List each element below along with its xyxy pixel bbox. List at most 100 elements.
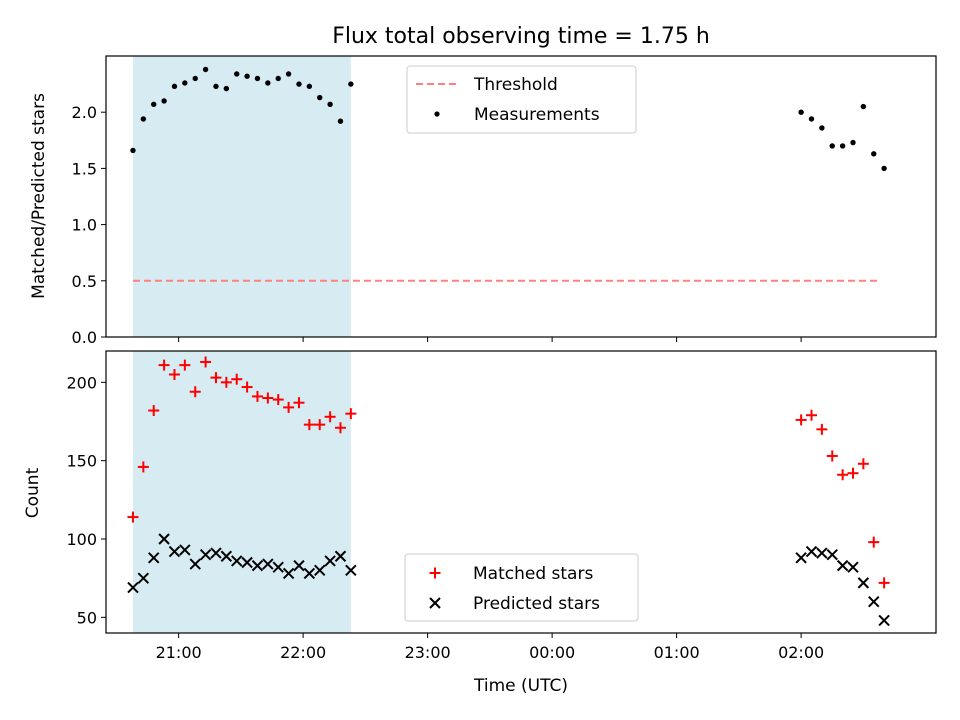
measurement-point [244, 73, 250, 79]
measurement-point [140, 116, 147, 122]
predicted-star-point [314, 564, 326, 577]
predicted-star-point [231, 555, 243, 567]
predicted-star-point [293, 559, 305, 572]
predicted-star-point [847, 561, 859, 573]
measurement-point [798, 109, 804, 115]
matched-star-point [837, 469, 849, 481]
measurement-point [881, 165, 887, 172]
predicted-star-point [345, 564, 357, 577]
measurement-point [234, 71, 240, 77]
legend-matched-label: Matched stars [473, 564, 593, 584]
bottom-y-tick-label: 100 [66, 530, 97, 549]
legend-matched-swatch [429, 567, 441, 579]
matched-star-point [283, 401, 295, 413]
matched-star-point [878, 577, 890, 589]
matched-star-point [826, 450, 838, 462]
bottom-y-tick-label: 200 [66, 373, 97, 392]
predicted-star-point [189, 558, 201, 570]
matched-star-point [231, 373, 243, 385]
predicted-star-point [137, 572, 150, 584]
measurement-point [337, 118, 344, 124]
matched-star-point [251, 390, 263, 402]
predicted-star-point [334, 550, 347, 562]
predicted-star-point [795, 552, 807, 564]
legend-measurements-swatch [434, 111, 440, 117]
measurement-point [829, 143, 835, 149]
matched-star-point [847, 467, 859, 479]
measurement-point [808, 116, 815, 122]
measurement-point [860, 103, 867, 110]
x-tick-label: 00:00 [529, 643, 575, 662]
predicted-star-point [158, 533, 170, 545]
predicted-star-point [241, 556, 253, 569]
matched-star-point [158, 359, 170, 371]
predicted-star-point [220, 550, 233, 562]
measurement-point [327, 101, 333, 108]
predicted-star-point [805, 545, 818, 558]
top-plot-frame [105, 55, 937, 338]
measurement-point [839, 143, 846, 149]
predicted-star-point [251, 559, 264, 572]
matched-star-point [148, 405, 160, 417]
matched-star-point [262, 392, 274, 404]
measurement-point [850, 139, 856, 146]
measurement-point [317, 94, 323, 101]
legend-measurements-label: Measurements [474, 105, 600, 125]
bottom-plot-frame [105, 350, 937, 634]
measurement-point [182, 80, 188, 86]
predicted-star-point [282, 567, 295, 580]
predicted-star-point [836, 559, 849, 572]
matched-star-point [137, 461, 149, 473]
predicted-star-point [857, 577, 870, 589]
legend-predicted-swatch [429, 597, 441, 609]
matched-star-point [314, 419, 326, 431]
matched-star-point [241, 381, 253, 393]
x-tick-label: 02:00 [778, 643, 824, 662]
bottom-y-axis-label: Count [23, 467, 43, 518]
bottom-y-tick-label: 150 [66, 452, 97, 471]
predicted-star-point [816, 547, 828, 559]
matched-star-point [868, 536, 880, 548]
top-y-tick-label: 0.5 [72, 272, 97, 291]
predicted-star-point [199, 548, 212, 561]
predicted-star-point [179, 544, 191, 556]
x-tick-label: 21:00 [156, 643, 202, 662]
bottom-shaded-region [132, 351, 351, 633]
top-legend: Threshold Measurements [406, 65, 637, 134]
top-panel: 0.00.51.01.52.0 Matched/Predicted stars … [29, 55, 937, 347]
matched-star-point [795, 414, 807, 426]
measurement-point [202, 66, 209, 73]
predicted-star-point [868, 595, 880, 608]
x-axis-label: Time (UTC) [473, 676, 568, 696]
x-tick-label: 23:00 [405, 643, 451, 662]
measurement-point [285, 71, 292, 77]
x-tick-label: 22:00 [280, 643, 326, 662]
matched-star-point [200, 356, 212, 368]
matched-star-point [334, 422, 346, 434]
matched-star-point [189, 386, 201, 398]
measurement-point [161, 98, 167, 104]
predicted-star-point [878, 614, 890, 627]
legend-predicted-label: Predicted stars [473, 594, 600, 614]
top-y-tick-label: 1.0 [72, 216, 97, 235]
predicted-star-point [826, 548, 838, 561]
measurement-point [306, 83, 313, 90]
matched-star-point [816, 423, 828, 435]
matched-star-point [220, 376, 232, 388]
matched-star-point [324, 411, 336, 423]
measurement-point [192, 75, 198, 82]
matched-star-point [806, 409, 817, 421]
matched-star-point [168, 369, 180, 380]
matched-star-point [127, 511, 139, 523]
top-y-tick-label: 1.5 [72, 159, 97, 178]
matched-star-point [210, 372, 222, 384]
bottom-legend: Matched stars Predicted stars [404, 553, 639, 622]
matched-star-point [303, 419, 315, 431]
predicted-star-point [148, 552, 160, 564]
legend-threshold-label: Threshold [473, 75, 558, 95]
measurement-point [254, 75, 261, 82]
measurement-point [213, 83, 219, 90]
measurement-point [265, 80, 271, 86]
bottom-panel: 50 100 150 200 21:00 22:00 23:00 00:00 01:00 02:… [23, 350, 937, 696]
